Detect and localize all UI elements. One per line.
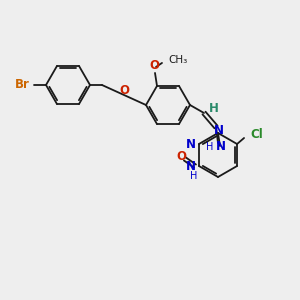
Text: N: N: [216, 140, 226, 152]
Text: H: H: [190, 171, 198, 181]
Text: H: H: [206, 142, 214, 152]
Text: N: N: [214, 124, 224, 136]
Text: H: H: [209, 101, 219, 115]
Text: Br: Br: [15, 79, 30, 92]
Text: O: O: [176, 149, 186, 163]
Text: N: N: [186, 137, 196, 151]
Text: CH₃: CH₃: [168, 55, 187, 65]
Text: N: N: [186, 160, 196, 172]
Text: Cl: Cl: [250, 128, 263, 140]
Text: O: O: [119, 83, 129, 97]
Text: O: O: [149, 59, 159, 72]
